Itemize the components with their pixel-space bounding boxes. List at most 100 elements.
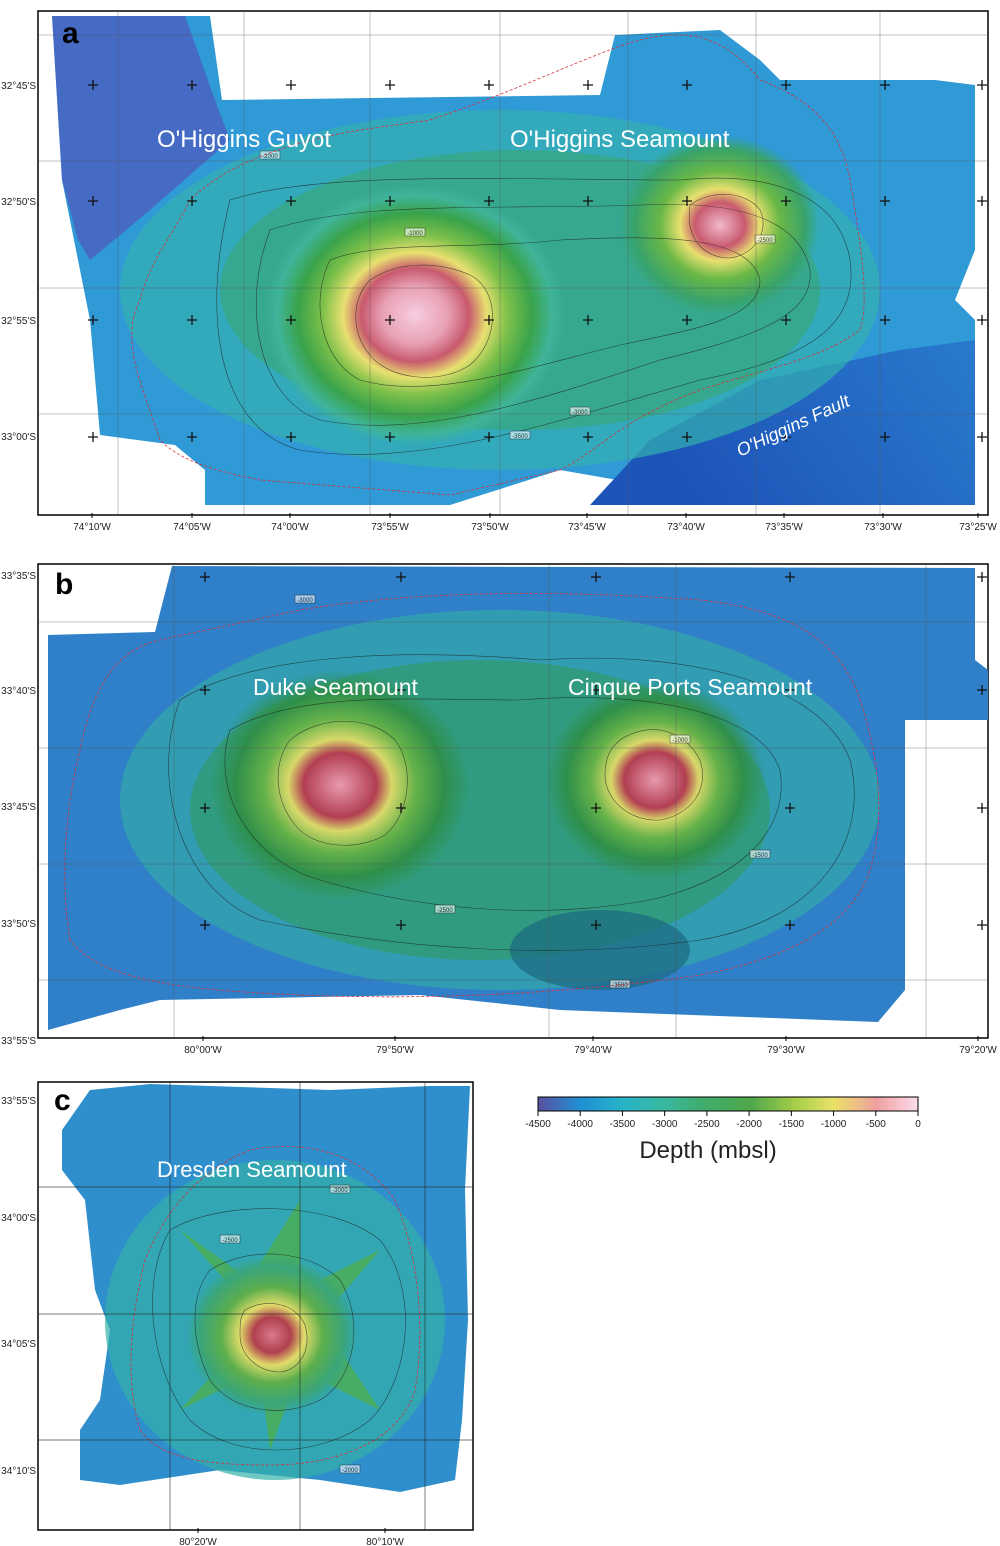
graticule-cross (682, 196, 692, 206)
graticule-cross (396, 685, 406, 695)
graticule-cross (583, 196, 593, 206)
contour-label-box (754, 234, 776, 244)
cinque-ports-seamount-peak (545, 680, 765, 880)
graticule-cross (200, 685, 210, 695)
graticule-cross (385, 196, 395, 206)
lat-tick-label: 33°35'S (1, 571, 36, 582)
lon-tick-label: 79°30'W (767, 1045, 805, 1056)
panel-b: -3000 -2500 -3500 -1000 -1500 80°00'W 79°50'W… (1, 563, 997, 1056)
colorbar-tick-label: -4000 (567, 1119, 593, 1130)
lat-tick-label: 33°45'S (1, 802, 36, 813)
graticule-cross (286, 432, 296, 442)
graticule-cross (200, 572, 210, 582)
graticule-cross (785, 803, 795, 813)
graticule-cross (385, 80, 395, 90)
graticule-cross (187, 80, 197, 90)
lon-tick-label: 73°35'W (765, 522, 803, 533)
colorbar-tick-label: -1500 (779, 1119, 805, 1130)
lat-tick-label: 33°55'S (1, 1036, 36, 1047)
lon-tick-label: 79°40'W (574, 1045, 612, 1056)
panel-c-contours: -2500 -3000 -2000 (152, 1184, 406, 1474)
graticule-cross (187, 432, 197, 442)
contour-label: -3500 (612, 983, 628, 989)
dresden-seamount-label: Dresden Seamount (157, 1157, 347, 1182)
graticule-cross (880, 196, 890, 206)
panel-b-grid (38, 564, 988, 1038)
graticule-cross (591, 572, 601, 582)
contour-label-box (434, 904, 456, 914)
colorbar-tick-label: -500 (866, 1119, 886, 1130)
lon-tick-label: 73°45'W (568, 522, 606, 533)
contour-label-box (509, 430, 531, 440)
panel-b-axes: 80°00'W 79°50'W 79°40'W 79°30'W 79°20'W 33°35… (1, 571, 997, 1056)
graticule-cross (591, 685, 601, 695)
graticule-cross (785, 685, 795, 695)
panel-c-red-contour (130, 1146, 421, 1466)
lon-tick-label: 74°10'W (73, 522, 111, 533)
panel-b-south-basin (510, 910, 690, 990)
panel-a-northwest-deep (52, 16, 230, 260)
contour-label-box (294, 594, 316, 604)
graticule-cross (583, 80, 593, 90)
panel-c-grid (38, 1082, 473, 1530)
panel-c: -2500 -3000 -2000 80°20'W 80°10'W 33°55'S 34°… (1, 1081, 474, 1546)
graticule-cross (682, 315, 692, 325)
graticule-cross (200, 920, 210, 930)
cinque-ports-seamount-label: Cinque Ports Seamount (568, 674, 813, 700)
contour-label-box (259, 150, 281, 160)
graticule-cross (977, 432, 987, 442)
lat-tick-label: 34°05'S (1, 1339, 36, 1350)
colorbar-tick-label: -2500 (694, 1119, 720, 1130)
duke-seamount-label: Duke Seamount (253, 674, 419, 700)
contour-label: -2500 (757, 238, 773, 244)
contour-label: -1500 (752, 853, 768, 859)
graticule-cross (682, 80, 692, 90)
graticule-cross (385, 432, 395, 442)
lat-tick-label: 33°55'S (1, 1096, 36, 1107)
o-higgins-seamount-label: O'Higgins Seamount (510, 126, 730, 153)
panel-a-red-contour (131, 34, 865, 496)
colorbar-tick-label: -4500 (525, 1119, 551, 1130)
graticule-cross (880, 80, 890, 90)
graticule-cross (977, 685, 987, 695)
graticule-cross (396, 803, 406, 813)
graticule-cross (977, 315, 987, 325)
contour-label-box (404, 227, 426, 237)
panel-b-letter: b (55, 568, 73, 601)
lat-tick-label: 34°10'S (1, 1466, 36, 1477)
graticule-cross (977, 80, 987, 90)
lat-tick-label: 33°00'S (1, 432, 36, 443)
lon-tick-label: 73°55'W (371, 522, 409, 533)
dresden-seamount-peak (187, 1255, 357, 1415)
graticule-cross (484, 432, 494, 442)
graticule-cross (583, 315, 593, 325)
graticule-cross (88, 315, 98, 325)
graticule-cross (781, 432, 791, 442)
graticule-cross (286, 315, 296, 325)
graticule-cross (880, 315, 890, 325)
colorbar: -4500 -4000 -3500 -3000 -2500 -2000 -1500 -1000… (525, 1096, 921, 1164)
lon-tick-label: 73°50'W (471, 522, 509, 533)
lon-tick-label: 74°05'W (173, 522, 211, 533)
graticule-cross (977, 803, 987, 813)
colorbar-tick-label: -3000 (652, 1119, 678, 1130)
contour-label-box (339, 1464, 361, 1474)
graticule-cross (781, 196, 791, 206)
colorbar-tick-label: -2000 (736, 1119, 762, 1130)
lon-tick-label: 80°10'W (366, 1537, 404, 1546)
graticule-cross (484, 315, 494, 325)
contour-label: -3000 (332, 1188, 348, 1194)
lon-tick-label: 80°00'W (184, 1045, 222, 1056)
contour-label: -2000 (262, 154, 278, 160)
graticule-cross (88, 432, 98, 442)
contour-label: -2000 (342, 1468, 358, 1474)
lon-tick-label: 73°30'W (864, 522, 902, 533)
graticule-cross (591, 920, 601, 930)
colorbar-tick-label: -3500 (610, 1119, 636, 1130)
contour-label-box (669, 734, 691, 744)
graticule-cross (591, 803, 601, 813)
panel-b-crosses (200, 572, 987, 930)
lat-tick-label: 33°50'S (1, 919, 36, 930)
lat-tick-label: 32°45'S (1, 81, 36, 92)
